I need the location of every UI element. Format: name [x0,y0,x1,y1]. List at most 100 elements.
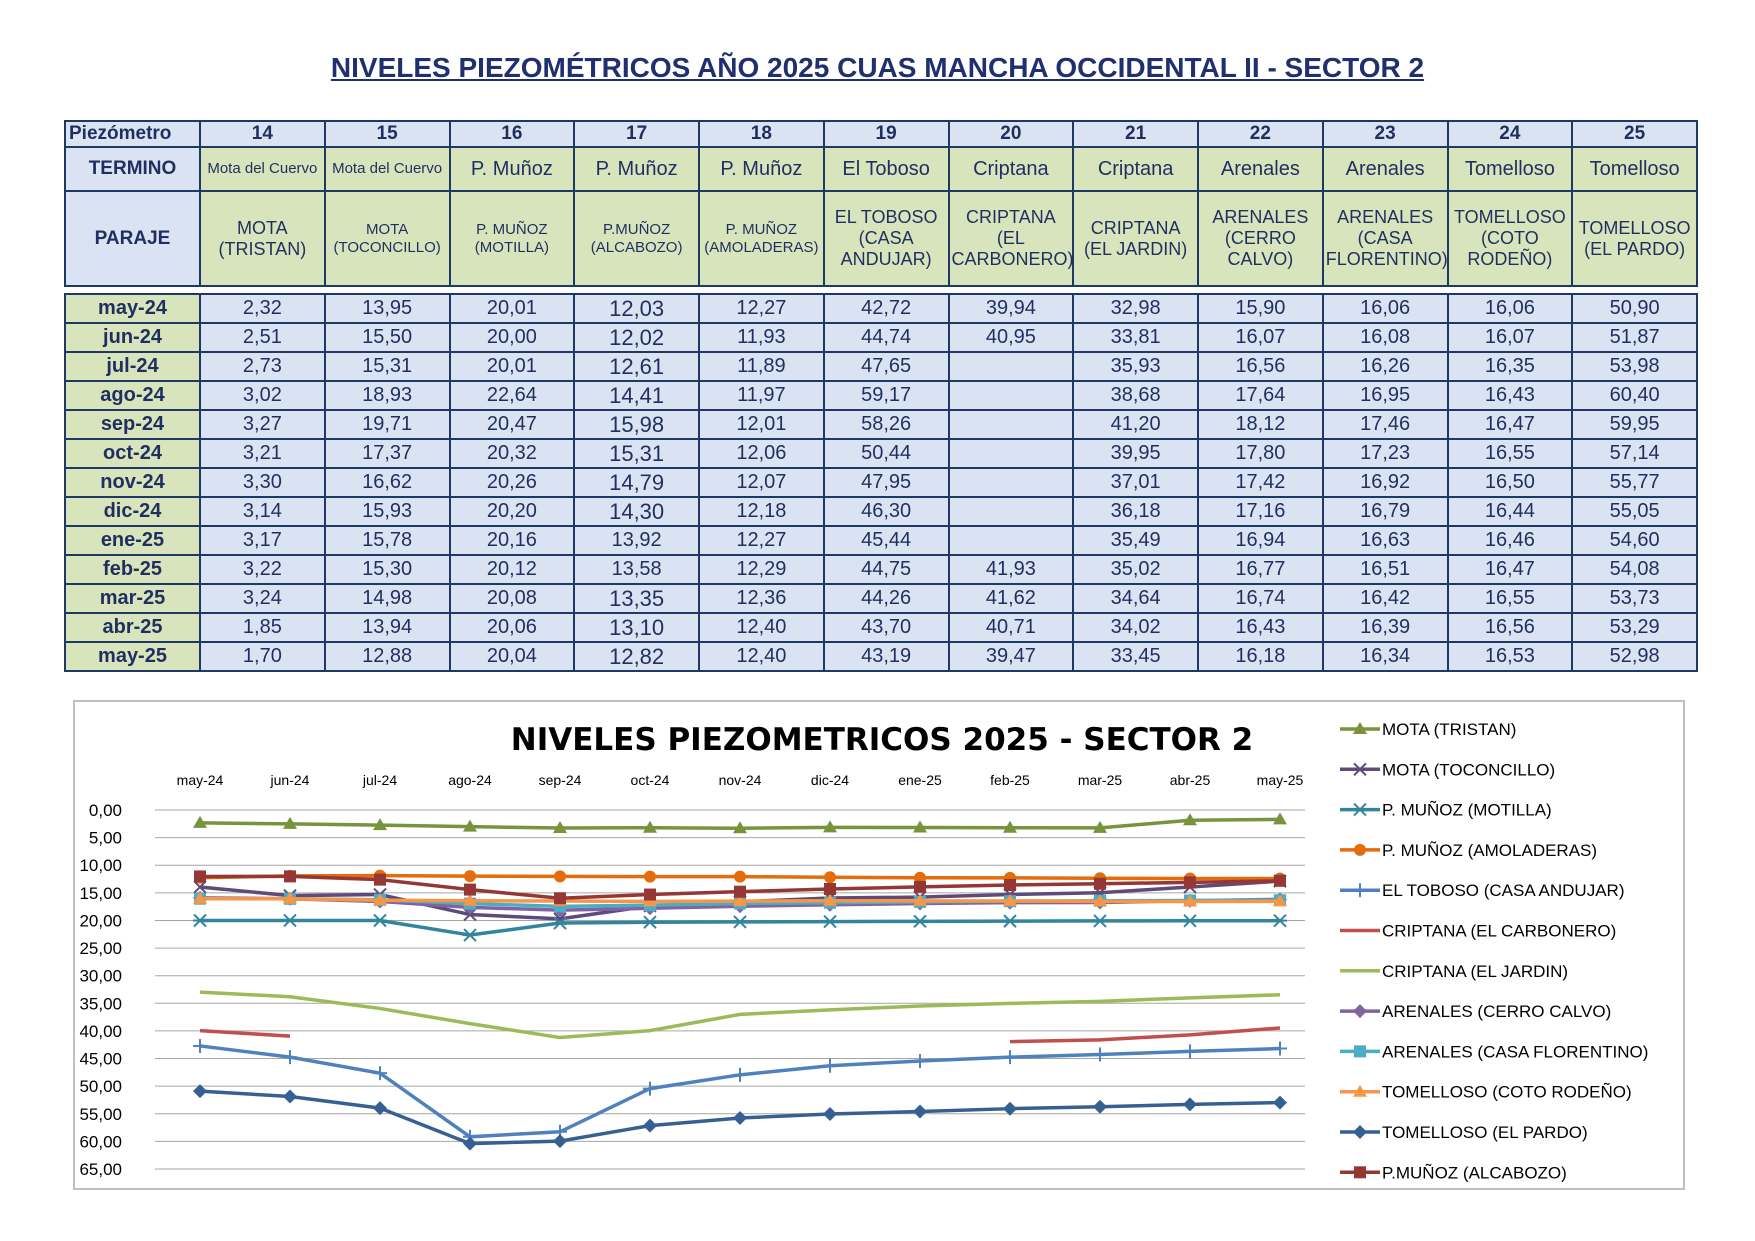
y-tick-label: 40,00 [79,1022,122,1041]
termino-cell: Mota del Cuervo [323,146,451,192]
value-cell: 11,97 [698,380,825,411]
data-point [283,891,297,904]
data-point [1093,914,1107,928]
data-point [734,885,746,898]
y-tick-label: 5,00 [89,829,122,848]
value-cell: 38,68 [1072,380,1199,411]
data-point [193,913,207,928]
value-cell: 12,03 [573,293,700,324]
month-cell: abr-25 [64,612,201,643]
value-cell: 34,02 [1072,612,1199,643]
value-cell: 41,62 [947,583,1075,614]
data-point [373,913,387,928]
month-cell: ago-24 [64,380,201,411]
series-el-toboso-casa-andujar- [193,1038,1287,1144]
value-cell: 40,95 [947,322,1075,353]
value-cell: 16,47 [1446,554,1574,585]
termino-cell: Criptana [947,146,1075,192]
value-cell: 16,46 [1446,525,1574,556]
value-cell: 3,21 [199,438,326,469]
legend-label: EL TOBOSO (CASA ANDUJAR) [1382,881,1624,900]
value-cell: 16,06 [1446,293,1574,324]
data-point [1353,1004,1367,1019]
data-point [283,816,297,829]
value-cell: 12,27 [698,525,825,556]
value-cell: 39,95 [1072,438,1199,469]
legend-label: ARENALES (CERRO CALVO) [1382,1002,1611,1021]
data-point [464,870,476,883]
legend-item: P.MUÑOZ (ALCABOZO) [1340,1163,1567,1182]
value-cell: 18,12 [1197,409,1324,440]
value-cell: 33,81 [1072,322,1199,353]
legend-item: MOTA (TRISTAN) [1340,720,1516,739]
piezometer-id: 20 [947,120,1075,148]
value-cell: 3,02 [199,380,326,411]
value-cell: 59,17 [822,380,950,411]
value-cell: 2,32 [199,293,326,324]
data-point [193,815,207,828]
table-row: ene-25 3,17 15,78 20,16 13,92 12,27 45,44 35,49… [64,525,1698,556]
value-cell: 16,95 [1321,380,1449,411]
value-cell: 19,71 [323,409,451,440]
data-point [374,873,386,886]
value-cell: 60,40 [1571,380,1698,411]
data-point [1093,1099,1107,1114]
value-cell: 42,72 [822,293,950,324]
value-cell: 58,26 [822,409,950,440]
value-cell: 15,78 [323,525,451,556]
value-cell: 43,19 [822,641,950,672]
value-cell: 41,20 [1072,409,1199,440]
data-point [1354,1166,1366,1179]
value-cell [947,351,1075,382]
data-point [733,915,747,929]
value-cell: 16,42 [1321,583,1449,614]
data-point [1183,894,1197,907]
value-cell [947,409,1075,440]
table-row: feb-25 3,22 15,30 20,12 13,58 12,29 44,75 41,93… [64,554,1698,585]
month-cell: ene-25 [64,525,201,556]
value-cell: 41,93 [947,554,1075,585]
y-tick-label: 65,00 [79,1160,122,1179]
data-point [463,928,477,942]
value-cell: 20,04 [448,641,576,672]
value-cell: 12,36 [698,583,825,614]
table-row: oct-24 3,21 17,37 20,32 15,31 12,06 50,44 39,95… [64,438,1698,469]
value-cell: 16,92 [1321,467,1449,498]
data-point [194,870,206,883]
data-point [914,880,926,893]
data-point [913,914,927,929]
legend-label: MOTA (TRISTAN) [1382,720,1516,739]
x-tick-label: jul-24 [362,772,397,788]
data-point [1003,914,1017,928]
month-cell: jun-24 [64,322,201,353]
termino-cell: Tomelloso [1446,146,1574,192]
x-tick-label: may-25 [1257,772,1304,788]
piezometer-id: 25 [1571,120,1698,148]
table-row: ago-24 3,02 18,93 22,64 14,41 11,97 59,17 38,68… [64,380,1698,411]
data-point [1003,820,1017,833]
data-point [1273,1041,1287,1056]
month-cell: jul-24 [64,351,201,382]
data-point [373,1066,387,1081]
value-cell: 20,12 [448,554,576,585]
value-cell: 16,62 [323,467,451,498]
piezometer-id: 22 [1197,120,1324,148]
value-cell: 35,49 [1072,525,1199,556]
table-row: abr-25 1,85 13,94 20,06 13,10 12,40 43,70 40,71… [64,612,1698,643]
value-cell: 20,08 [448,583,576,614]
legend-item: EL TOBOSO (CASA ANDUJAR) [1340,881,1624,900]
value-cell: 45,44 [822,525,950,556]
x-tick-label: abr-25 [1170,772,1211,788]
value-cell: 11,93 [698,322,825,353]
month-cell: mar-25 [64,583,201,614]
data-point [1353,722,1367,734]
series-p-mu-oz-alcabozo- [194,870,1286,905]
value-cell: 32,98 [1072,293,1199,324]
table-row: nov-24 3,30 16,62 20,26 14,79 12,07 47,95 37,01… [64,467,1698,498]
value-cell: 14,30 [573,496,700,527]
value-cell: 44,74 [822,322,950,353]
value-cell: 50,44 [822,438,950,469]
series-p-mu-oz-motilla- [193,913,1287,942]
legend-label: P. MUÑOZ (MOTILLA) [1382,801,1552,820]
value-cell: 17,23 [1321,438,1449,469]
